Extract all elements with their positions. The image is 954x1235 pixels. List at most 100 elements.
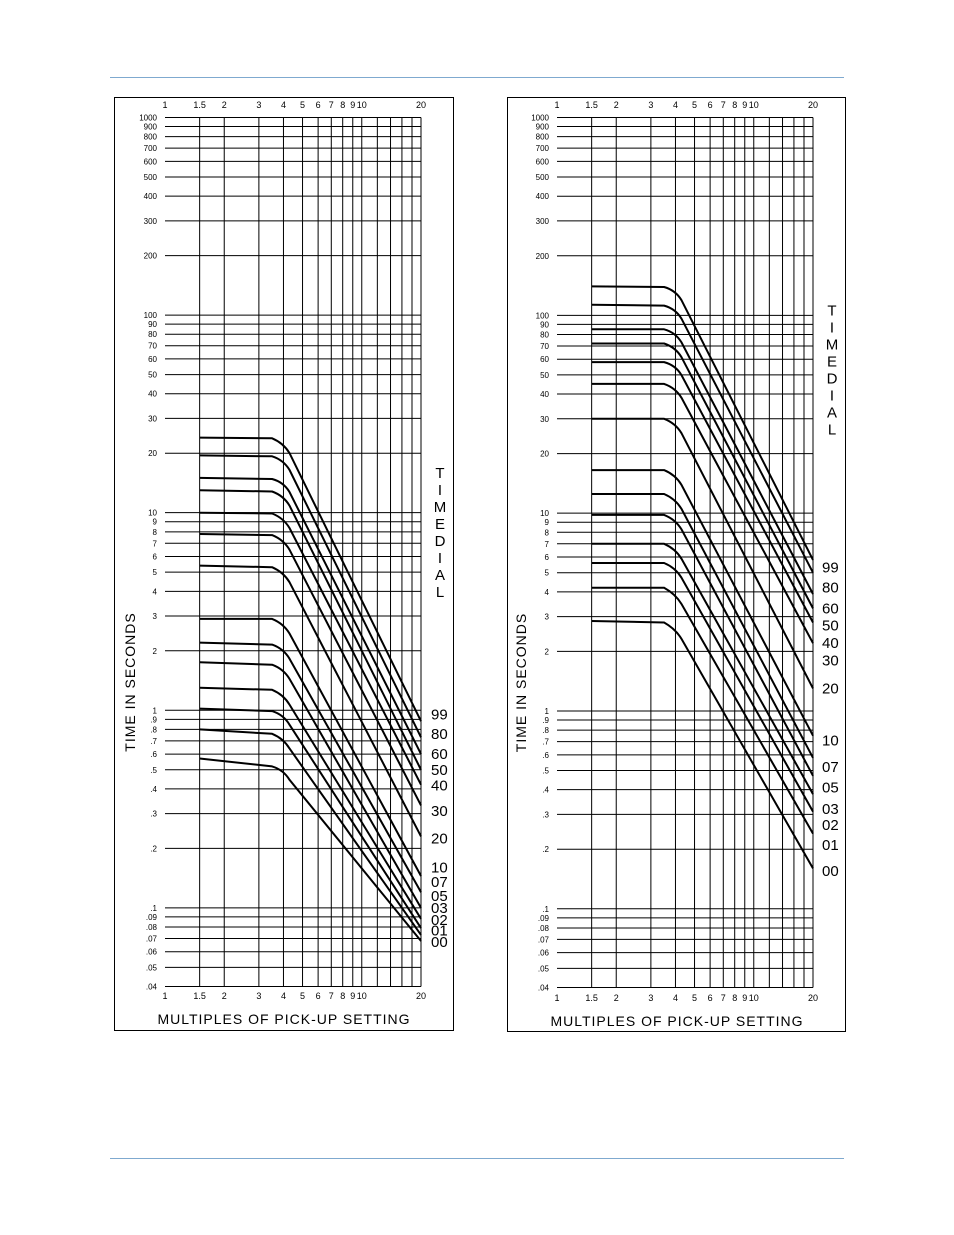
x-tick-label: 7 <box>721 100 726 110</box>
time-dial-curve-80 <box>199 454 422 738</box>
x-tick-label: 8 <box>732 993 737 1003</box>
y-tick-label: 8 <box>545 528 550 537</box>
y-tick-label: .07 <box>146 934 158 943</box>
time-dial-title-letter: I <box>830 319 834 336</box>
x-tick-label: 3 <box>256 991 261 1001</box>
y-tick-label: .8 <box>150 725 157 734</box>
time-dial-label: 30 <box>822 652 839 669</box>
x-tick-label: 4 <box>673 993 678 1003</box>
time-dial-label: 01 <box>431 922 448 939</box>
y-tick-label: 300 <box>536 217 550 226</box>
y-tick-label: 2 <box>545 647 550 656</box>
y-tick-label: .09 <box>146 913 158 922</box>
chart-frame <box>507 97 846 1032</box>
x-axis-title: MULTIPLES OF PICK-UP SETTING <box>157 1011 410 1027</box>
time-dial-title-letter: E <box>827 353 837 370</box>
time-dial-curve-07 <box>591 493 814 759</box>
x-tick-label: 20 <box>808 993 818 1003</box>
time-dial-title-letter: I <box>830 387 834 404</box>
x-tick-label: 4 <box>281 100 286 110</box>
time-dial-label: 80 <box>822 580 839 597</box>
x-tick-label: 9 <box>350 100 355 110</box>
time-dial-curve-10 <box>591 469 814 737</box>
y-tick-label: 500 <box>536 173 550 182</box>
time-dial-label: 05 <box>431 888 448 905</box>
y-tick-label: 7 <box>153 539 158 548</box>
time-dial-label: 50 <box>431 762 448 779</box>
y-tick-label: 90 <box>540 320 549 329</box>
time-dial-curve-50 <box>199 489 422 771</box>
y-tick-label: .4 <box>542 786 549 795</box>
x-tick-label: 2 <box>222 991 227 1001</box>
time-dial-label: 20 <box>822 680 839 697</box>
x-tick-label: 6 <box>708 993 713 1003</box>
y-tick-label: 6 <box>545 553 550 562</box>
time-dial-label: 80 <box>431 726 448 743</box>
y-tick-label: 4 <box>153 587 158 596</box>
y-tick-label: 20 <box>540 450 549 459</box>
y-tick-label: .5 <box>150 766 157 775</box>
x-axis-title: MULTIPLES OF PICK-UP SETTING <box>550 1013 803 1029</box>
y-tick-label: 3 <box>545 613 550 622</box>
y-tick-label: .08 <box>538 924 550 933</box>
y-tick-label: .7 <box>542 738 549 747</box>
x-tick-label: 6 <box>316 100 321 110</box>
y-tick-label: 5 <box>153 568 158 577</box>
chart-right: 1 1.5 2 3 4 5 6 7 8 9 10 20 1 1.5 2 3 4 5 6 7 8 9 10 20 100090… <box>507 97 846 1032</box>
x-tick-label: 5 <box>300 991 305 1001</box>
x-tick-label: 6 <box>708 100 713 110</box>
x-tick-label: 3 <box>648 993 653 1003</box>
y-tick-label: 3 <box>153 612 158 621</box>
time-dial-curve-00 <box>199 757 422 942</box>
time-dial-label: 50 <box>822 618 839 635</box>
time-dial-curve-80 <box>591 303 814 574</box>
x-tick-label: 8 <box>340 100 345 110</box>
x-tick-labels-bottom: 1 1.5 2 3 4 5 6 7 8 9 10 20 <box>162 991 426 1001</box>
y-tick-label: 900 <box>536 123 550 132</box>
y-tick-label: 700 <box>144 144 158 153</box>
time-dial-label: 20 <box>431 830 448 847</box>
time-dial-curve-30 <box>591 382 814 644</box>
chart-frame <box>114 97 454 1031</box>
footer-rule <box>110 1158 844 1159</box>
time-dial-title-letter: L <box>828 421 836 438</box>
time-dial-label: 00 <box>431 934 448 951</box>
time-dial-curve-20 <box>591 417 814 689</box>
x-tick-label: 4 <box>281 991 286 1001</box>
y-tick-label: .9 <box>542 716 549 725</box>
y-tick-label: 40 <box>148 390 157 399</box>
chart-grid <box>557 117 814 988</box>
time-dial-curve-99 <box>199 436 422 722</box>
y-tick-label: 6 <box>153 553 158 562</box>
y-tick-label: .2 <box>150 844 157 853</box>
y-tick-label: .05 <box>146 963 158 972</box>
time-dial-label: 05 <box>822 780 839 797</box>
y-tick-label: 7 <box>545 540 550 549</box>
time-dial-curve-60 <box>199 476 422 755</box>
time-dial-label: 60 <box>822 600 839 617</box>
y-tick-label: .6 <box>150 750 157 759</box>
time-dial-label: 02 <box>431 912 448 929</box>
y-axis-title: TIME IN SECONDS <box>122 612 138 751</box>
y-tick-label: 600 <box>536 157 550 166</box>
time-dial-label: 40 <box>431 778 448 795</box>
y-tick-label: 60 <box>148 355 157 364</box>
time-dial-title-letter: D <box>827 370 838 387</box>
y-tick-label: 1 <box>545 707 550 716</box>
time-dial-title-letter: E <box>435 516 445 533</box>
time-dial-label: 60 <box>431 746 448 763</box>
y-tick-label: 800 <box>536 133 550 142</box>
time-dial-curve-01 <box>591 586 814 835</box>
y-tick-label: 30 <box>148 414 157 423</box>
y-tick-label: 200 <box>144 252 158 261</box>
time-dial-title-letter: A <box>827 404 837 421</box>
time-dial-label: 99 <box>822 560 839 577</box>
y-tick-label: .07 <box>538 935 550 944</box>
time-dial-curve-20 <box>199 564 422 837</box>
y-tick-label: 50 <box>148 371 157 380</box>
